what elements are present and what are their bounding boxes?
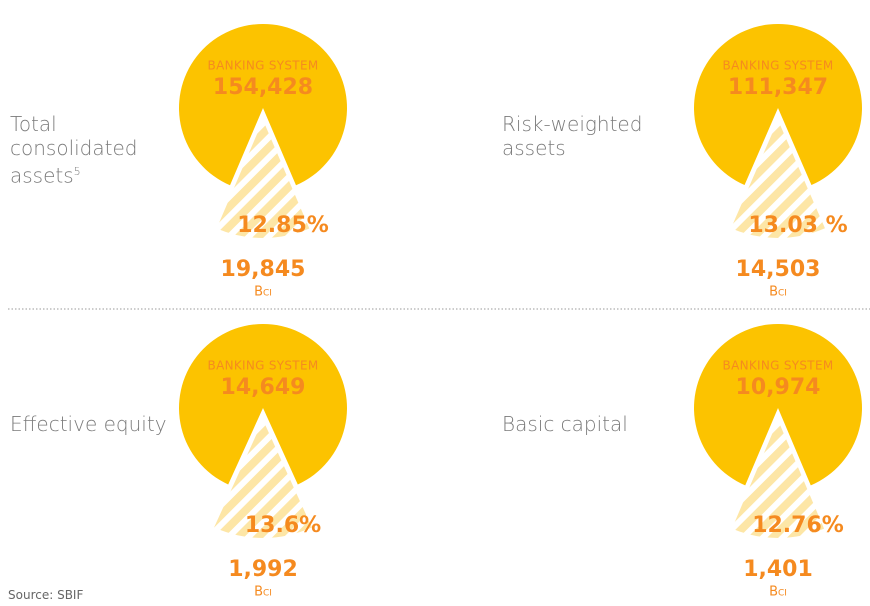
system-label: BANKING SYSTEM — [723, 359, 834, 373]
title-text: Total consolidated assets — [10, 112, 138, 188]
share-label: 12.85% — [237, 213, 329, 238]
chart-title: Effective equity — [10, 412, 170, 436]
system-label: BANKING SYSTEM — [723, 59, 834, 73]
system-slice — [179, 24, 347, 186]
bci-slice — [731, 120, 825, 238]
bci-slice — [731, 420, 825, 538]
pie-chart: BANKING SYSTEM 14,649 13.6% 1,992 Bci — [179, 324, 347, 600]
pie-chart: BANKING SYSTEM 154,428 12.85% 19,845 Bci — [179, 24, 347, 300]
system-slice — [694, 324, 862, 486]
bci-label: Bci — [254, 585, 272, 600]
bci-label: Bci — [769, 285, 787, 300]
system-slice — [179, 324, 347, 485]
bci-label: Bci — [769, 585, 787, 600]
title-text: Effective equity — [10, 412, 167, 436]
share-label: 13.03 % — [748, 213, 847, 238]
pie-chart: BANKING SYSTEM 111,347 13.03 % 14,503 Bci — [694, 24, 862, 300]
system-value: 14,649 — [221, 375, 306, 400]
chart-title: Total consolidated assets5 — [10, 112, 170, 188]
chart-title: Risk-weighted assets — [502, 112, 662, 160]
pie-chart: BANKING SYSTEM 10,974 12.76% 1,401 Bci — [694, 324, 862, 600]
share-label: 13.6% — [245, 513, 321, 538]
bci-value: 1,992 — [228, 557, 298, 582]
system-value: 111,347 — [728, 75, 828, 100]
system-value: 10,974 — [736, 375, 821, 400]
title-text: Risk-weighted assets — [502, 112, 643, 160]
source: Source: SBIF — [8, 588, 84, 602]
bci-value: 19,845 — [221, 257, 306, 282]
bci-label: Bci — [254, 285, 272, 300]
system-label: BANKING SYSTEM — [208, 59, 319, 73]
system-slice — [694, 24, 862, 186]
bci-slice — [214, 420, 312, 538]
share-label: 12.76% — [752, 513, 844, 538]
system-label: BANKING SYSTEM — [208, 359, 319, 373]
bci-value: 1,401 — [743, 557, 813, 582]
system-value: 154,428 — [213, 75, 313, 100]
footnote: 5 — [73, 165, 81, 178]
chart-title: Basic capital — [502, 412, 662, 436]
bci-value: 14,503 — [736, 257, 821, 282]
bci-slice — [216, 120, 310, 238]
title-text: Basic capital — [502, 412, 628, 436]
